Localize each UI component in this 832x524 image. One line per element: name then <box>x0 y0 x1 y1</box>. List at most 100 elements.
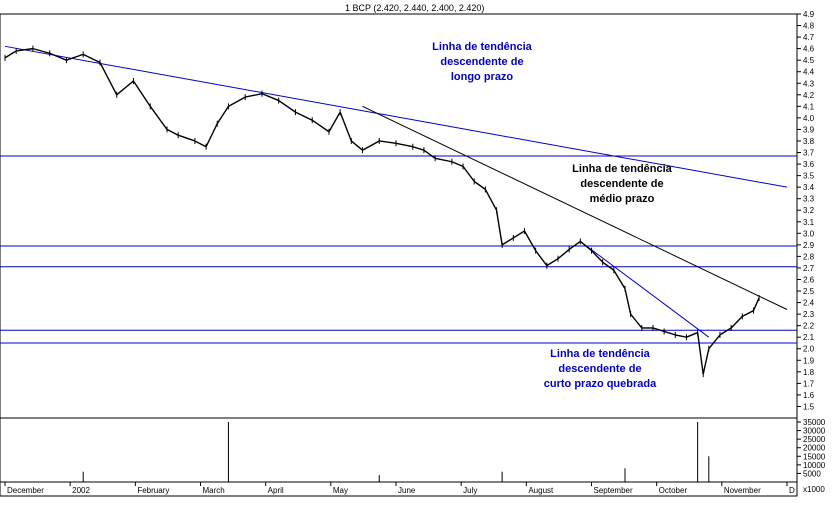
price-segment <box>624 288 632 315</box>
price-segment <box>4 50 17 59</box>
price-segment <box>495 210 503 245</box>
price-tick-label: 3.5 <box>803 172 815 181</box>
price-segment <box>395 142 413 148</box>
price-segment <box>630 313 643 329</box>
x-tick-label: February <box>137 486 169 495</box>
price-segment <box>535 250 548 267</box>
price-tick-label: 2.9 <box>803 241 815 250</box>
price-tick-label: 3.0 <box>803 229 815 238</box>
price-tick-label: 3.7 <box>803 149 815 158</box>
x-tick-label: June <box>398 486 416 495</box>
volume-tick-label: 30000 <box>803 427 826 436</box>
price-tick-label: 2.3 <box>803 310 815 319</box>
price-segment <box>166 128 179 136</box>
price-tick-label: 2.2 <box>803 322 815 331</box>
price-segment <box>132 80 151 107</box>
time-axis <box>0 481 798 497</box>
price-segment <box>339 111 352 142</box>
annotation-text: descendente de <box>440 56 523 68</box>
price-segment <box>473 180 486 191</box>
price-tick-label: 4.6 <box>803 45 815 54</box>
price-segment <box>568 240 581 251</box>
price-segment <box>278 99 296 113</box>
price-tick-label: 4.2 <box>803 91 815 100</box>
price-segment <box>501 237 514 246</box>
price-segment <box>82 53 101 64</box>
x-tick-label: August <box>528 486 554 495</box>
annotation-text: Linha de tendência <box>572 163 673 175</box>
short-term-trend-line <box>580 240 710 338</box>
trend-lines <box>4 45 788 338</box>
price-segment <box>730 315 743 329</box>
price-segment <box>311 119 330 133</box>
price-segment <box>752 297 760 311</box>
price-segment <box>451 161 464 168</box>
x-tick-label: September <box>594 486 633 495</box>
price-segment <box>602 261 615 271</box>
price-segment <box>261 92 279 102</box>
price-tick-label: 2.5 <box>803 287 815 296</box>
price-tick-label: 1.9 <box>803 356 815 365</box>
price-segment <box>245 92 263 98</box>
price-axis-ticks: 1.5 1.6 1.7 1.8 1.9 2.0 2.1 2.2 2.3 2.4 2.5 2.6 2.7 2… <box>797 10 815 411</box>
volume-tick-label: 10000 <box>803 461 826 470</box>
price-segment <box>512 230 525 239</box>
x-tick-label: March <box>203 486 225 495</box>
price-segment <box>228 96 246 107</box>
price-segment <box>362 140 380 151</box>
volume-tick-label: 25000 <box>803 435 826 444</box>
price-segment <box>177 134 196 142</box>
volume-series <box>82 422 710 482</box>
price-segment <box>412 146 425 151</box>
price-segment <box>149 105 168 130</box>
price-segment <box>579 240 592 252</box>
price-segment <box>613 269 626 290</box>
price-tick-label: 4.4 <box>803 68 815 77</box>
price-segment <box>205 123 218 148</box>
annotations: Linha de tendência descendente de longo pr… <box>432 41 673 390</box>
price-segment <box>484 189 498 211</box>
price-segment <box>350 140 363 151</box>
price-series <box>4 45 760 378</box>
x-tick-label: April <box>268 486 284 495</box>
x-tick-label: May <box>333 486 348 495</box>
price-segment <box>216 105 230 125</box>
volume-pane <box>0 417 798 483</box>
annotation-text: Linha de tendência <box>432 41 533 53</box>
price-tick-label: 4.3 <box>803 79 815 88</box>
x-tick-label: July <box>463 486 477 495</box>
medium-term-trend-line <box>362 105 788 310</box>
price-segment <box>116 80 134 96</box>
price-segment <box>423 149 436 159</box>
price-segment <box>686 331 698 338</box>
price-segment <box>295 111 313 121</box>
horizontal-levels <box>0 155 797 344</box>
volume-tick-label: 15000 <box>803 452 826 461</box>
price-segment <box>546 258 559 267</box>
price-tick-label: 2.1 <box>803 333 815 342</box>
price-segment <box>379 140 397 144</box>
price-tick-label: 3.3 <box>803 195 815 204</box>
x-axis-ticks: December 2002 February March April May June Jul… <box>4 482 795 495</box>
price-tick-label: 3.8 <box>803 137 815 146</box>
volume-tick-label: 20000 <box>803 444 826 453</box>
price-segment <box>66 53 84 61</box>
annotation-text: descendente de <box>580 178 663 190</box>
price-tick-label: 2.7 <box>803 264 815 273</box>
price-tick-label: 2.0 <box>803 345 815 354</box>
price-pane <box>0 13 798 419</box>
price-tick-label: 4.9 <box>803 10 815 19</box>
price-segment <box>194 140 207 148</box>
price-tick-label: 3.4 <box>803 183 815 192</box>
price-segment <box>702 348 710 375</box>
price-segment <box>719 327 732 336</box>
price-segment <box>16 47 34 52</box>
price-segment <box>49 52 67 61</box>
price-segment <box>462 165 475 182</box>
price-tick-label: 4.5 <box>803 56 815 65</box>
volume-tick-label: 5000 <box>803 469 821 478</box>
price-tick-label: 1.8 <box>803 368 815 377</box>
price-segment <box>696 332 704 375</box>
